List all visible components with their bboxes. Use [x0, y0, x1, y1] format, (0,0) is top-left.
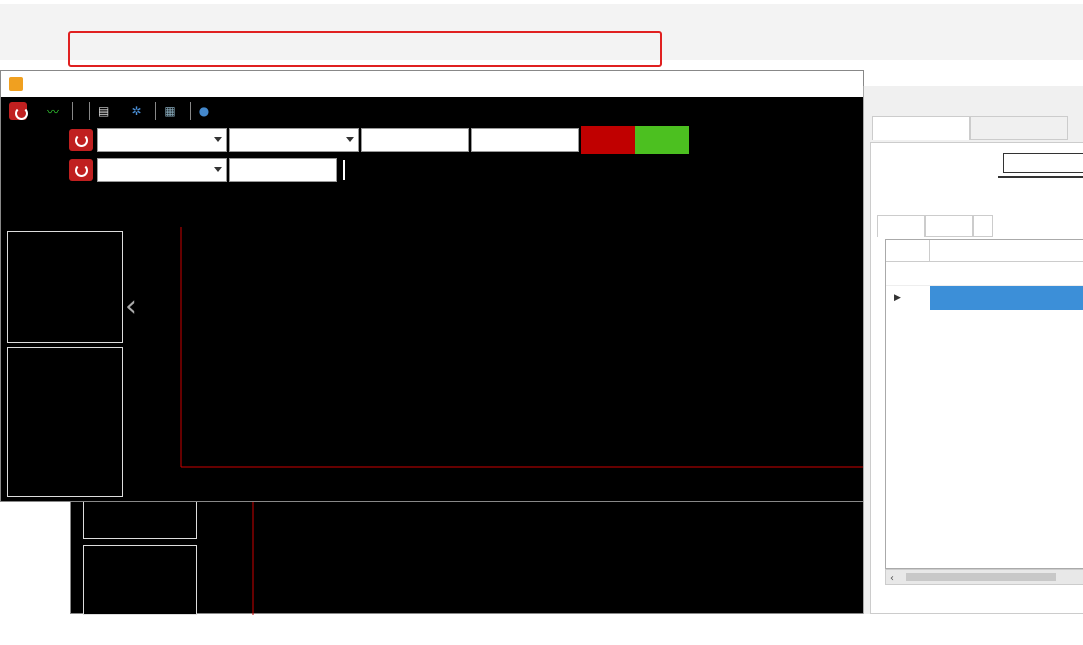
strategy-trade-button[interactable]	[1, 102, 39, 120]
price-chart	[180, 227, 863, 468]
horizontal-scrollbar[interactable]: ‹	[885, 569, 1083, 585]
background-chart-window	[70, 500, 864, 615]
main-toolbar: 〰 ▤ ✲ ▦ ●	[1, 97, 863, 125]
price-type-select[interactable]	[229, 128, 359, 152]
strategy-trade-log	[7, 347, 123, 497]
strategy-order-power-button[interactable]	[69, 159, 93, 181]
tab-settings[interactable]	[970, 116, 1068, 140]
pulse-icon: 〰	[47, 104, 60, 119]
dialog-tabs	[872, 116, 1083, 140]
price-input[interactable]	[471, 128, 579, 152]
chart-window: 〰 ▤ ✲ ▦ ●	[0, 70, 864, 502]
source-dropdown-list	[998, 176, 1083, 178]
table-row[interactable]	[886, 262, 1083, 286]
strategy-order-row	[1, 155, 863, 185]
power-icon	[9, 102, 28, 120]
contract-info-button[interactable]: ●	[191, 104, 223, 118]
buy-button[interactable]	[581, 126, 635, 154]
trading-center-bar	[0, 4, 1083, 32]
app-logo-icon	[9, 77, 23, 91]
realtime-log-button[interactable]: ▦	[156, 104, 189, 118]
gear-icon: ✲	[131, 104, 142, 118]
chart-area: ‹	[1, 227, 863, 501]
quick-order-power-button[interactable]	[69, 129, 93, 151]
chevron-left-icon[interactable]: ‹	[125, 289, 137, 324]
source-select[interactable]	[1003, 153, 1083, 173]
sub-tabs	[877, 215, 993, 237]
sell-button[interactable]	[635, 126, 689, 154]
tab-product[interactable]	[872, 116, 970, 140]
chart-type-button[interactable]: ▤	[90, 104, 123, 118]
window-titlebar	[1, 71, 863, 97]
dialog-pane: ▶ ‹	[870, 142, 1083, 614]
user-icon: ●	[198, 104, 210, 118]
dialog-title	[864, 86, 1083, 116]
settings-dialog: ▶ ‹	[863, 86, 1083, 614]
indicator-button[interactable]: 〰	[39, 103, 72, 120]
market-center-bar	[0, 32, 1083, 60]
lots-input[interactable]	[361, 128, 469, 152]
bg-log-box	[83, 501, 197, 539]
sub-tab-stocks[interactable]	[925, 215, 973, 237]
highlight-box	[68, 31, 662, 67]
indicator-draw-row	[1, 185, 863, 213]
log-icon: ▦	[164, 104, 176, 118]
product-table: ▶	[885, 239, 1083, 569]
table-row-selected[interactable]: ▶	[886, 286, 1083, 310]
strategy-contract-select[interactable]	[97, 158, 227, 182]
sub-tab-all[interactable]	[877, 215, 925, 237]
sub-tab-bonds[interactable]	[973, 215, 993, 237]
bg-strategy-log	[83, 545, 197, 615]
table-header	[886, 240, 1083, 262]
quick-order-contract-select[interactable]	[97, 128, 227, 152]
quick-order-row	[1, 125, 863, 155]
document-icon: ▤	[98, 104, 110, 118]
chart-trade-log	[7, 231, 123, 343]
window-settings-button[interactable]: ✲	[123, 104, 155, 118]
strategy-value-input[interactable]	[229, 158, 337, 182]
bg-candle-chart	[252, 501, 254, 615]
